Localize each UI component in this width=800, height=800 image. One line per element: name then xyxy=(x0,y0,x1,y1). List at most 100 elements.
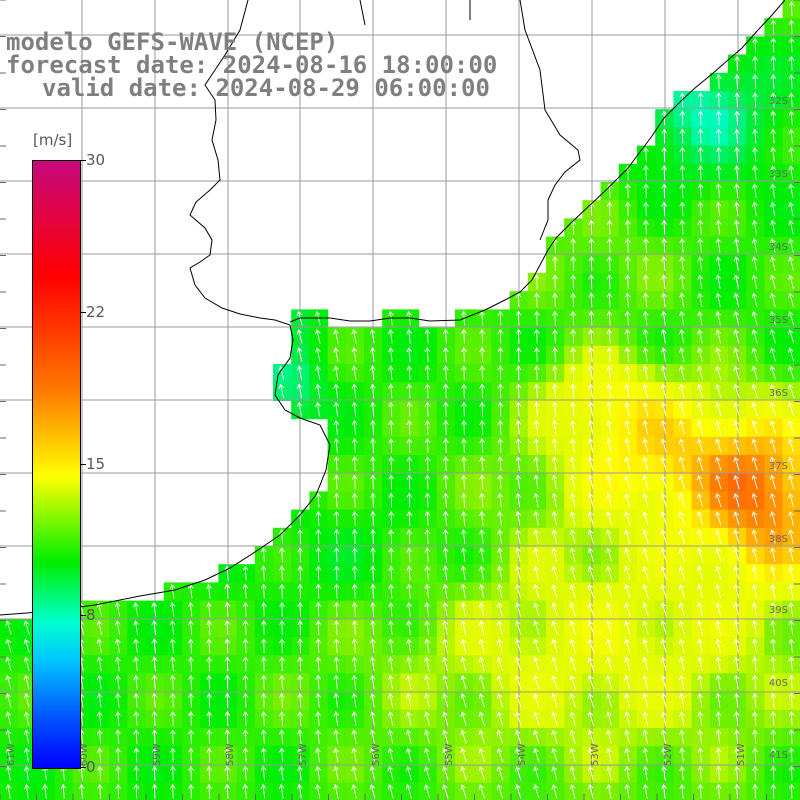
wind-arrow xyxy=(551,474,558,490)
wind-arrow xyxy=(696,547,704,562)
wind-arrow xyxy=(770,201,776,217)
wind-arrow xyxy=(533,419,540,435)
wind-arrow xyxy=(460,638,467,654)
wind-arrow xyxy=(697,602,703,617)
wind-arrow xyxy=(533,638,540,653)
wind-arrow xyxy=(169,747,176,763)
wind-arrow xyxy=(642,747,649,763)
wind-arrow xyxy=(96,674,103,690)
wind-arrow xyxy=(333,711,340,726)
wind-arrow xyxy=(788,146,795,162)
wind-arrow xyxy=(733,347,740,362)
wind-arrow xyxy=(23,747,30,763)
wind-arrow xyxy=(752,37,759,53)
wind-arrow xyxy=(660,328,667,344)
wind-arrow xyxy=(496,747,504,763)
field-cell xyxy=(782,309,800,329)
latitude-label: 34S xyxy=(769,242,788,253)
wind-arrow xyxy=(696,456,704,471)
wind-arrow xyxy=(351,529,358,544)
wind-arrow xyxy=(169,783,176,799)
wind-arrow xyxy=(315,383,321,399)
wind-arrow xyxy=(769,274,776,289)
wind-arrow xyxy=(224,674,231,690)
wind-arrow xyxy=(787,402,795,417)
wind-arrow xyxy=(461,383,467,399)
wind-arrow xyxy=(642,529,649,544)
wind-arrow xyxy=(770,110,777,126)
wind-arrow xyxy=(5,620,12,635)
wind-arrow xyxy=(533,474,540,490)
wind-arrow xyxy=(715,110,722,126)
wind-arrow xyxy=(533,784,540,799)
wind-arrow xyxy=(642,565,649,581)
wind-arrow xyxy=(679,729,685,745)
wind-arrow xyxy=(733,674,740,690)
wind-arrow xyxy=(788,783,795,799)
wind-arrow xyxy=(734,74,740,89)
longitude-label: 56W xyxy=(371,743,382,766)
wind-arrow xyxy=(751,274,758,290)
wind-arrow xyxy=(387,747,394,763)
wind-arrow xyxy=(624,565,631,581)
wind-arrow xyxy=(514,693,522,708)
wind-arrow xyxy=(678,547,686,562)
wind-arrow xyxy=(406,583,413,599)
wind-arrow xyxy=(770,747,777,763)
wind-arrow xyxy=(551,529,558,544)
latitude-label: 38S xyxy=(769,534,788,545)
wind-arrow xyxy=(770,37,777,53)
wind-arrow xyxy=(369,711,376,726)
colorbar-tick-label: 8 xyxy=(86,606,96,625)
wind-arrow xyxy=(133,729,140,745)
wind-arrow xyxy=(752,183,758,199)
wind-arrow xyxy=(697,583,704,599)
wind-arrow xyxy=(624,420,631,435)
wind-arrow xyxy=(533,675,540,690)
wind-arrow xyxy=(260,783,267,799)
wind-arrow xyxy=(351,729,358,745)
wind-arrow xyxy=(405,729,412,744)
wind-arrow xyxy=(624,729,630,745)
wind-arrow xyxy=(169,638,176,654)
wind-arrow xyxy=(315,692,322,708)
wind-arrow xyxy=(151,765,158,781)
wind-arrow xyxy=(733,565,740,581)
wind-arrow xyxy=(660,565,667,581)
wind-arrow xyxy=(715,310,722,326)
wind-arrow xyxy=(479,419,486,435)
wind-arrow xyxy=(587,729,594,744)
wind-arrow xyxy=(642,401,649,417)
wind-arrow xyxy=(751,237,758,253)
wind-arrow xyxy=(5,656,12,672)
wind-arrow xyxy=(751,329,758,344)
wind-arrow xyxy=(369,638,376,654)
wind-arrow xyxy=(643,237,649,253)
wind-arrow xyxy=(424,547,431,563)
wind-arrow xyxy=(605,656,613,672)
latitude-label: 32S xyxy=(769,96,788,107)
wind-arrow xyxy=(660,711,667,726)
wind-arrow xyxy=(351,438,358,453)
wind-arrow xyxy=(769,456,776,471)
wind-arrow xyxy=(770,583,776,599)
wind-arrow xyxy=(533,510,540,526)
wind-arrow xyxy=(715,692,722,708)
wind-arrow xyxy=(279,620,285,635)
wind-arrow xyxy=(370,456,376,472)
wind-arrow xyxy=(660,620,667,635)
wind-arrow xyxy=(624,328,631,344)
wind-arrow xyxy=(206,601,212,617)
wind-arrow xyxy=(424,328,431,344)
latitude-label: 33S xyxy=(769,169,788,180)
wind-arrow xyxy=(752,692,758,708)
wind-arrow xyxy=(442,365,449,381)
wind-arrow xyxy=(751,474,758,490)
wind-arrow xyxy=(278,729,285,745)
wind-arrow xyxy=(551,401,558,417)
wind-arrow xyxy=(715,474,722,490)
wind-arrow xyxy=(260,620,267,635)
wind-arrow xyxy=(551,602,558,617)
wind-arrow xyxy=(569,583,576,599)
wind-arrow xyxy=(424,456,431,472)
